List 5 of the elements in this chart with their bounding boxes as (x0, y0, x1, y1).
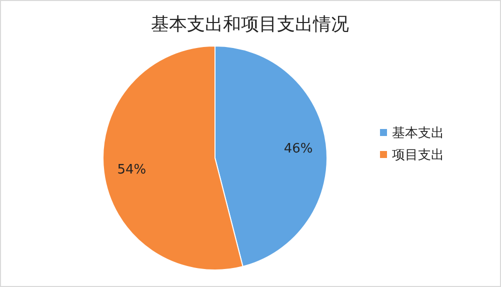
data-label: 54% (117, 162, 146, 178)
legend-label: 项目支出 (392, 148, 444, 163)
legend-label: 基本支出 (392, 126, 444, 141)
chart-title: 基本支出和项目支出情况 (151, 14, 349, 35)
data-label: 46% (284, 141, 313, 156)
